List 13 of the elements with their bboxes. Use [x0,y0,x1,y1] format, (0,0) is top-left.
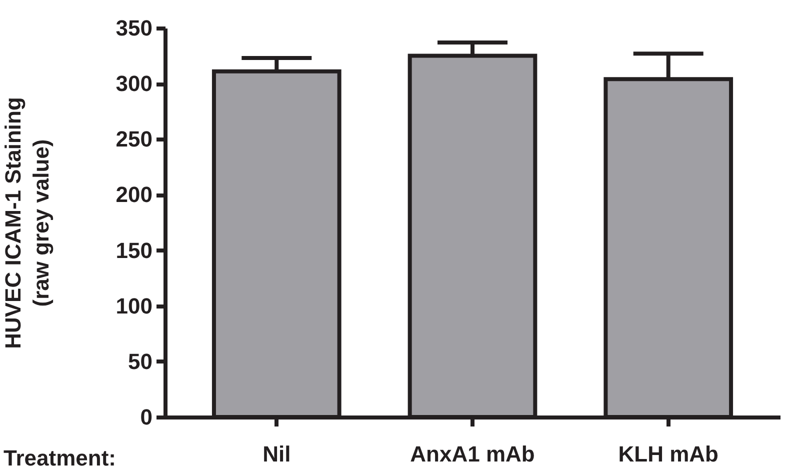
y-axis-title: HUVEC ICAM-1 Staining (raw grey value) [0,97,54,349]
y-tick-label: 150 [116,238,152,263]
y-tick-label: 50 [128,348,152,374]
y-tick-label: 300 [116,71,152,96]
y-tick-label: 0 [140,404,152,430]
y-tick-label: 250 [116,126,152,152]
x-tick-label: AnxA1 mAb [410,442,535,466]
x-tick-label: KLH mAb [618,442,718,466]
x-axis-title: Treatment: [4,446,116,470]
y-tick-label: 200 [116,182,152,208]
y-tick-label: 100 [116,293,152,318]
x-tick-label: Nil [262,442,291,466]
y-tick-label: 350 [116,16,152,40]
